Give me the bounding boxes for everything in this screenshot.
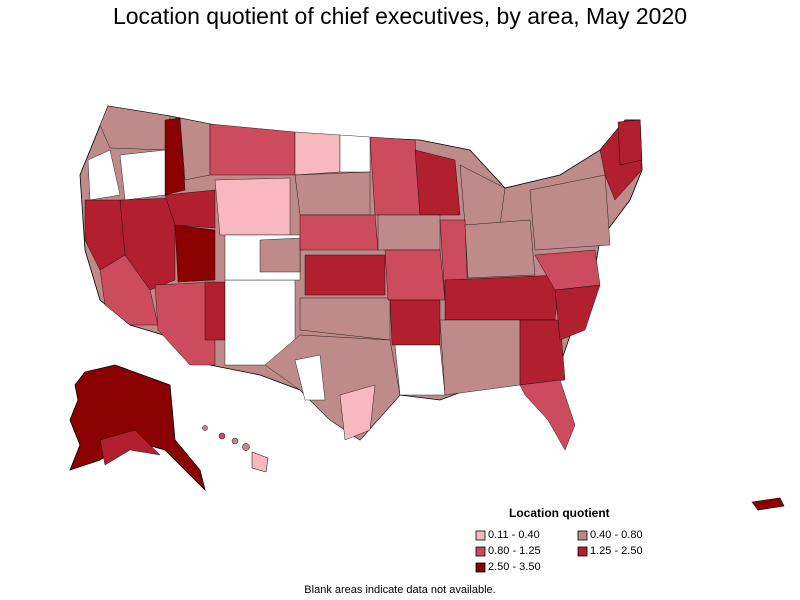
region-georgia <box>519 319 566 386</box>
region-texas <box>264 334 401 441</box>
region-wyoming <box>214 177 291 236</box>
region-north-dakota-west <box>294 131 341 176</box>
region-oregon-east <box>119 149 166 201</box>
region-indiana-ohio <box>464 219 536 279</box>
region-iowa <box>377 214 441 251</box>
region-colorado-front <box>259 237 301 273</box>
map-title: Location quotient of chief executives, b… <box>112 3 688 29</box>
region-north-dakota-east <box>339 134 371 173</box>
region-oregon-coast <box>87 149 121 201</box>
legend-label-0-40-0-80: 0.40 - 0.80 <box>590 529 643 541</box>
region-texas-west <box>294 354 326 401</box>
region-hawaii <box>202 425 269 473</box>
region-montana-west <box>179 117 211 181</box>
region-texas-gulf <box>339 384 376 441</box>
region-idaho-south <box>164 189 216 229</box>
region-missouri <box>384 249 446 301</box>
region-alaska <box>69 364 206 492</box>
legend-label-0-80-1-25: 0.80 - 1.25 <box>488 545 541 557</box>
region-wisconsin <box>414 149 461 216</box>
region-utah <box>174 224 216 283</box>
region-pennsylvania-newyork <box>529 174 611 251</box>
region-arkansas <box>389 299 441 346</box>
region-mississippi-alabama <box>439 319 521 396</box>
legend-swatch-0-40-0-80 <box>577 530 588 541</box>
region-florida <box>519 379 576 451</box>
legend-swatch-2-50-3-50 <box>475 562 486 573</box>
region-south-dakota <box>294 171 371 216</box>
region-maine <box>617 119 643 166</box>
legend-swatch-0-80-1-25 <box>475 546 486 557</box>
legend-title: Location quotient <box>509 506 610 520</box>
region-minnesota <box>369 136 421 216</box>
region-virginia <box>534 249 601 291</box>
legend-swatch-0-11-0-40 <box>475 530 486 541</box>
footnote: Blank areas indicate data not available. <box>304 584 496 596</box>
legend-label-0-11-0-40: 0.11 - 0.40 <box>488 529 540 541</box>
region-carolinas <box>554 284 601 341</box>
region-nebraska <box>299 214 379 251</box>
region-washington <box>99 105 171 151</box>
region-kentucky-tennessee <box>444 274 561 321</box>
legend-label-1-25-2-50: 1.25 - 2.50 <box>590 545 643 557</box>
region-louisiana <box>394 344 446 396</box>
region-kansas <box>304 254 386 296</box>
region-puerto-rico <box>751 497 785 511</box>
legend-label-2-50-3-50: 2.50 - 3.50 <box>488 561 541 573</box>
legend-swatch-1-25-2-50 <box>577 546 588 557</box>
region-alaska-south <box>99 429 161 466</box>
region-arizona-east <box>204 281 226 341</box>
region-montana-east <box>209 123 296 176</box>
